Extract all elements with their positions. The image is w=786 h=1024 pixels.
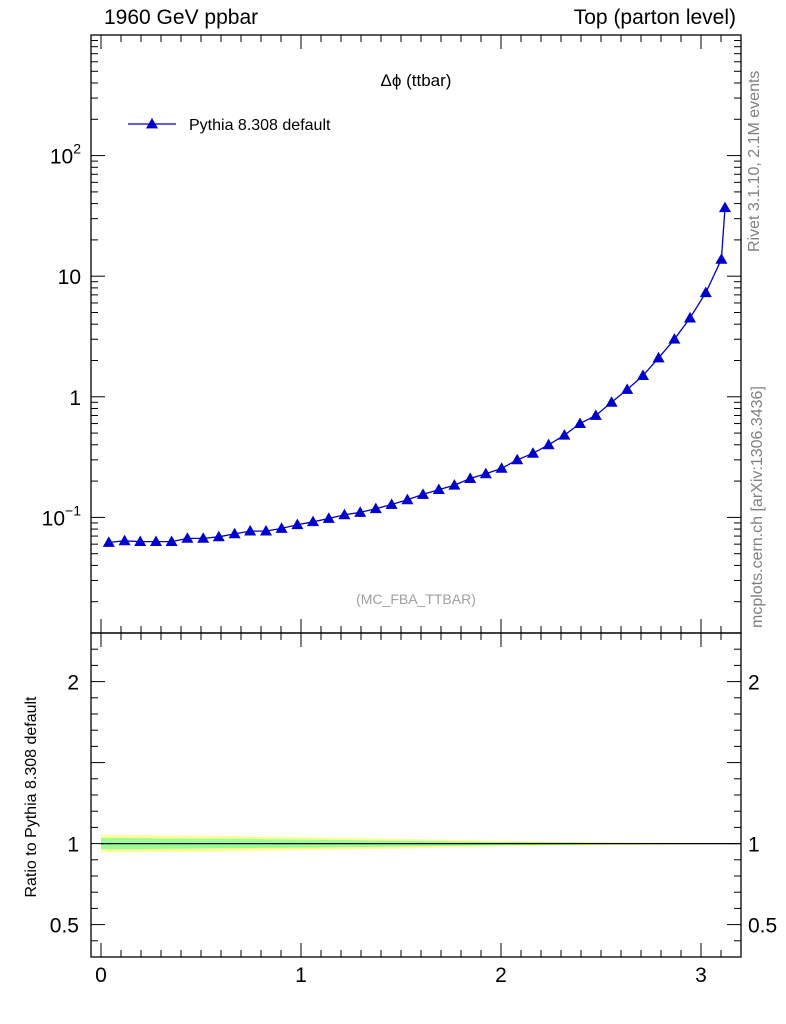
data-point-marker (102, 536, 115, 547)
data-point-marker (668, 333, 681, 344)
y-tick-label: 102 (50, 141, 81, 169)
data-point-marker (197, 532, 210, 543)
legend-marker (145, 117, 159, 129)
data-point-marker (416, 488, 430, 499)
data-point-marker (338, 508, 351, 520)
data-point-marker (573, 417, 587, 428)
data-point-marker (636, 369, 650, 380)
x-tick-label: 3 (695, 964, 707, 987)
data-point-marker (479, 467, 492, 479)
data-point-marker (259, 524, 273, 536)
data-point-marker (228, 527, 241, 539)
data-point-marker (181, 532, 194, 543)
analysis-tag: (MC_FBA_TTBAR) (356, 591, 476, 607)
data-point-marker (464, 472, 477, 483)
ratio-y-tick-label-right: 2 (748, 672, 760, 695)
ratio-plot-frame (90, 632, 742, 958)
data-point-marker (511, 453, 524, 465)
series-line (108, 207, 726, 544)
data-point-marker (306, 515, 320, 527)
data-point-marker (589, 409, 602, 420)
ratio-y-tick-label-left: 0.5 (50, 915, 79, 938)
data-point-marker (165, 535, 178, 547)
data-point-marker (699, 286, 712, 298)
data-point-marker (291, 518, 304, 530)
data-point-marker (134, 535, 147, 547)
header-right-label: Top (parton level) (573, 6, 736, 29)
data-point-marker (149, 535, 163, 547)
ratio-y-tick-label-right: 1 (748, 834, 760, 857)
data-point-marker (542, 438, 555, 450)
data-point-marker (244, 524, 257, 536)
data-point-marker (432, 483, 445, 495)
y-tick-label: 10−1 (42, 502, 82, 530)
plot-title: Δϕ (ttbar) (381, 71, 452, 90)
data-point-marker (526, 447, 540, 458)
data-point-marker (718, 201, 732, 213)
x-tick-label: 0 (95, 964, 107, 987)
data-point-marker (369, 502, 382, 514)
data-point-marker (683, 311, 697, 323)
data-point-marker (354, 506, 367, 517)
x-tick-label: 2 (495, 964, 507, 987)
data-point-marker (715, 253, 728, 264)
data-point-marker (401, 493, 414, 505)
data-point-marker (621, 383, 634, 394)
data-point-marker (322, 512, 335, 523)
y-tick-label: 10 (58, 266, 81, 289)
legend-label: Pythia 8.308 default (189, 117, 331, 134)
data-point-marker (212, 530, 225, 542)
data-point-marker (605, 396, 618, 407)
data-point-marker (558, 429, 571, 440)
ratio-y-tick-label-left: 2 (67, 672, 79, 695)
header-left-label: 1960 GeV ppbar (104, 6, 259, 29)
data-point-marker (385, 498, 398, 509)
data-point-marker (118, 534, 131, 546)
data-point-marker (275, 522, 288, 533)
ratio-y-tick-label-left: 1 (67, 834, 79, 857)
ratio-y-axis-label: Ratio to Pythia 8.308 default (23, 696, 40, 898)
ratio-y-tick-label-right: 0.5 (748, 915, 777, 938)
x-tick-label: 1 (295, 964, 307, 987)
y-tick-label: 1 (69, 387, 81, 410)
data-point-marker (495, 462, 508, 473)
data-point-marker (448, 479, 461, 490)
data-point-marker (652, 351, 665, 363)
